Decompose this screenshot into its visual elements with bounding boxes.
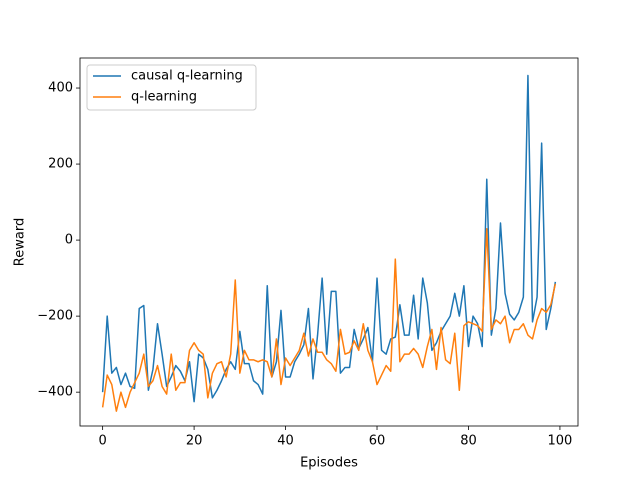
y-tick-label: −400	[37, 385, 73, 400]
y-tick-label: 200	[48, 157, 73, 172]
line-series	[101, 74, 557, 403]
plot-frame	[79, 57, 579, 427]
y-axis-label: Reward	[13, 218, 28, 266]
x-tick-label: 0	[98, 434, 106, 449]
x-tick-label: 100	[548, 434, 573, 449]
y-tick-label: 400	[48, 81, 73, 96]
x-tick-label: 60	[369, 434, 386, 449]
x-tick-label: 20	[186, 434, 203, 449]
y-tick-label: 0	[65, 233, 73, 248]
legend-label: q-learning	[131, 90, 197, 105]
line-series	[101, 227, 557, 412]
y-tick-label: −200	[37, 309, 73, 324]
x-tick-label: 40	[277, 434, 294, 449]
x-tick-label: 80	[460, 434, 477, 449]
x-axis-label: Episodes	[300, 456, 358, 471]
legend-box	[86, 64, 257, 111]
legend-label: causal q-learning	[131, 69, 243, 84]
